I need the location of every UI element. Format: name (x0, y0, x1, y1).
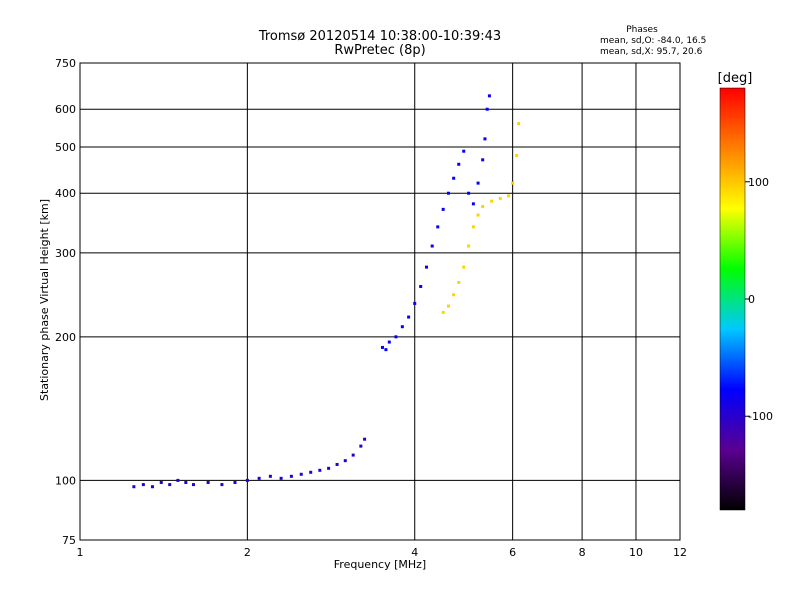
data-point (515, 153, 519, 157)
data-point (452, 293, 456, 297)
data-point (490, 199, 494, 203)
data-point (413, 301, 417, 305)
chart-title: Tromsø 20120514 10:38:00-10:39:43 (258, 29, 501, 44)
colorbar-tick-label: 100 (748, 176, 769, 189)
data-point (191, 483, 195, 487)
data-point (483, 137, 487, 141)
data-point (457, 280, 461, 284)
data-point (387, 340, 391, 344)
scatter-points (132, 94, 521, 489)
data-point (257, 476, 261, 480)
data-point (233, 480, 237, 484)
data-point (380, 345, 384, 349)
data-point (467, 244, 471, 248)
data-point (206, 480, 210, 484)
data-point (359, 444, 363, 448)
data-point (363, 437, 367, 441)
data-point (268, 474, 272, 478)
data-point (498, 196, 502, 200)
data-point (425, 265, 429, 269)
y-axis-ticks: 75 100 200 300 400 500 600 750 (55, 57, 76, 547)
y-tick-label: 100 (55, 474, 76, 487)
data-point (487, 94, 491, 98)
y-tick-label: 200 (55, 331, 76, 344)
data-point (476, 181, 480, 185)
colorbar-label: [deg] (718, 71, 753, 86)
data-point (141, 483, 145, 487)
y-tick-label: 500 (55, 141, 76, 154)
x-tick-label: 10 (629, 546, 643, 559)
data-point (159, 480, 163, 484)
y-tick-label: 600 (55, 103, 76, 116)
data-point (436, 225, 440, 229)
data-point (351, 453, 355, 457)
data-point (279, 476, 283, 480)
x-tick-label: 6 (509, 546, 516, 559)
data-point (446, 304, 450, 308)
data-point (471, 202, 475, 206)
phases-o-line: mean, sd,O: -84.0, 16.5 (600, 36, 706, 46)
chart-subtitle: RwPretec (8p) (334, 43, 425, 58)
data-point (327, 466, 331, 470)
x-axis-ticks: 1 2 4 6 8 10 12 (77, 546, 688, 559)
data-point (176, 478, 180, 482)
y-tick-label: 400 (55, 187, 76, 200)
colorbar-ticks: 100 0 -100 (745, 176, 773, 423)
data-point (441, 310, 445, 314)
data-point (457, 162, 461, 166)
x-tick-label: 1 (77, 546, 84, 559)
colorbar-tick-label: -100 (748, 410, 773, 423)
data-point (318, 468, 322, 472)
x-tick-label: 8 (579, 546, 586, 559)
data-point (481, 205, 485, 209)
data-point (289, 474, 293, 478)
data-point (476, 213, 480, 217)
data-point (481, 158, 485, 162)
data-point (507, 194, 511, 198)
data-point (394, 335, 398, 339)
colorbar-tick-label: 0 (748, 293, 755, 306)
data-point (511, 181, 515, 185)
plot-frame (79, 62, 681, 541)
phases-x-line: mean, sd,X: 95.7, 20.6 (600, 47, 703, 57)
data-point (485, 107, 489, 111)
data-point (150, 485, 154, 489)
phases-heading: Phases (626, 25, 658, 35)
y-tick-label: 300 (55, 247, 76, 260)
data-point (471, 225, 475, 229)
data-point (343, 459, 347, 463)
x-tick-label: 4 (411, 546, 418, 559)
data-point (245, 478, 249, 482)
data-point (309, 470, 313, 474)
data-point (462, 265, 466, 269)
colorbar (719, 87, 746, 511)
data-point (452, 176, 456, 180)
y-axis-label: Stationary phase Virtual Height [km] (38, 199, 51, 401)
y-tick-label: 75 (62, 534, 76, 547)
data-point (517, 122, 521, 126)
data-point (132, 485, 136, 489)
data-point (467, 191, 471, 195)
data-point (441, 207, 445, 211)
data-point (462, 149, 466, 153)
x-tick-label: 12 (673, 546, 687, 559)
grid-lines (80, 63, 680, 540)
data-point (446, 191, 450, 195)
data-point (184, 480, 188, 484)
data-point (430, 244, 434, 248)
data-point (407, 315, 411, 319)
data-point (335, 462, 339, 466)
data-point (400, 325, 404, 329)
data-point (299, 472, 303, 476)
data-point (168, 483, 172, 487)
x-tick-label: 2 (244, 546, 251, 559)
x-axis-label: Frequency [MHz] (334, 558, 426, 571)
data-point (384, 348, 388, 352)
data-point (220, 483, 224, 487)
y-tick-label: 750 (55, 57, 76, 70)
data-point (419, 284, 423, 288)
